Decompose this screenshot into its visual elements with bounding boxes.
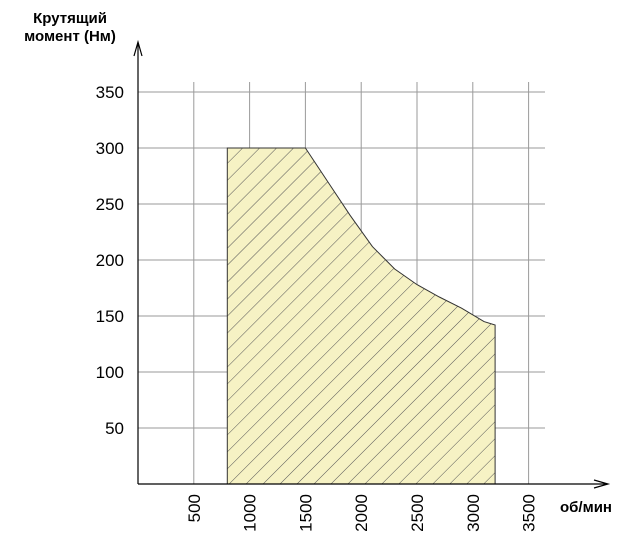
y-axis-arrow — [133, 39, 143, 57]
y-tick-label-300: 300 — [96, 139, 124, 158]
x-tick-label-3000: 3000 — [464, 494, 483, 532]
x-axis-label: об/мин — [560, 499, 612, 516]
axes — [133, 39, 611, 489]
x-axis-arrow — [593, 479, 611, 489]
y-axis-label-line2: момент (Нм) — [24, 28, 116, 45]
y-axis-label: Крутящий момент (Нм) — [6, 10, 134, 46]
y-axis-label-line1: Крутящий — [33, 10, 107, 27]
x-tick-label-2000: 2000 — [352, 494, 371, 532]
x-ticks: 500 1000 1500 2000 2500 3000 3500 — [185, 494, 539, 532]
x-tick-label-1500: 1500 — [296, 494, 315, 532]
y-tick-label-350: 350 — [96, 83, 124, 102]
y-tick-label-50: 50 — [105, 419, 124, 438]
y-ticks: 50 100 150 200 250 300 350 — [96, 83, 124, 438]
x-tick-label-3500: 3500 — [520, 494, 539, 532]
y-tick-label-250: 250 — [96, 195, 124, 214]
y-tick-label-100: 100 — [96, 363, 124, 382]
torque-area — [226, 147, 496, 485]
x-tick-label-1000: 1000 — [241, 494, 260, 532]
y-tick-label-200: 200 — [96, 251, 124, 270]
x-tick-label-500: 500 — [185, 494, 204, 522]
y-tick-label-150: 150 — [96, 307, 124, 326]
x-tick-label-2500: 2500 — [408, 494, 427, 532]
